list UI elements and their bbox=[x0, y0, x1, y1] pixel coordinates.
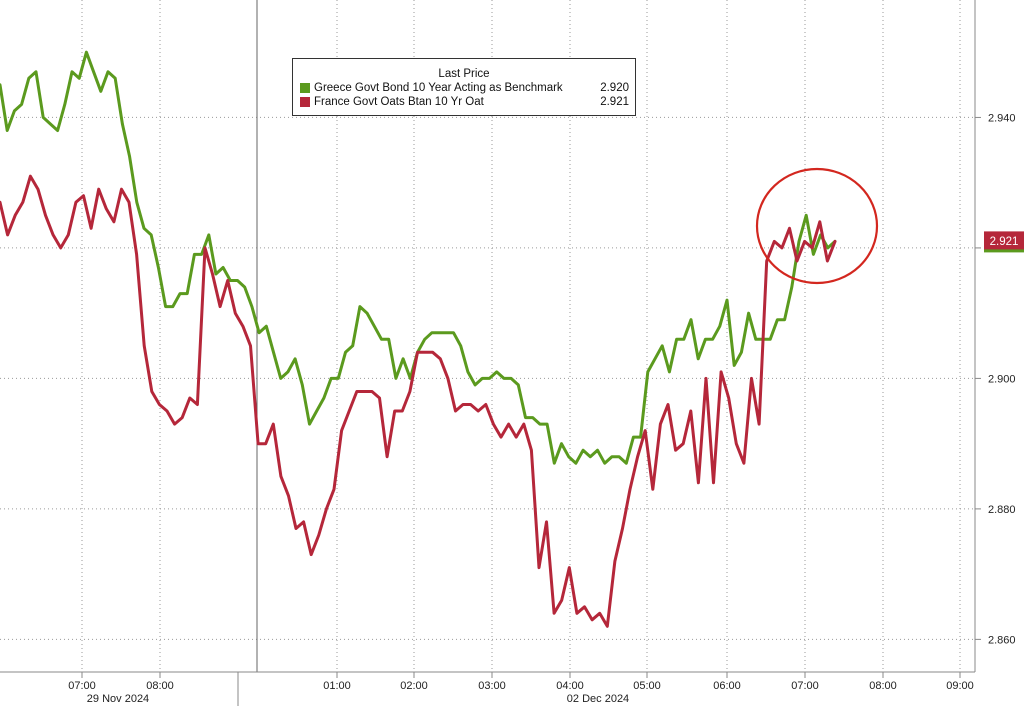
x-tick-label: 06:00 bbox=[713, 680, 741, 692]
legend-swatch-greece bbox=[300, 83, 310, 93]
legend-title: Last Price bbox=[438, 68, 490, 80]
legend-label-greece: Greece Govt Bond 10 Year Acting as Bench… bbox=[314, 82, 563, 94]
y-tick-label: 2.880 bbox=[988, 504, 1016, 516]
y-tick-label: 2.900 bbox=[988, 373, 1016, 385]
x-tick-label: 05:00 bbox=[633, 680, 661, 692]
highlight-circle bbox=[755, 167, 879, 285]
x-tick-label: 08:00 bbox=[869, 680, 897, 692]
series-lines bbox=[0, 50, 837, 628]
legend-entry-france: France Govt Oats Btan 10 Yr Oat 2.921 bbox=[293, 95, 635, 109]
y-tick-label: 2.940 bbox=[988, 112, 1016, 124]
current-value-label: 2.921 bbox=[990, 236, 1019, 248]
annotations: 2.921 bbox=[755, 167, 1024, 285]
france-value-badge bbox=[984, 231, 1024, 250]
date-label: 29 Nov 2024 bbox=[87, 693, 149, 705]
y-tick-label: 2.860 bbox=[988, 634, 1016, 646]
x-tick-label: 07:00 bbox=[791, 680, 819, 692]
france-series-line bbox=[0, 174, 837, 628]
legend-swatch-france bbox=[300, 97, 310, 107]
x-tick-label: 07:00 bbox=[68, 680, 96, 692]
legend-value-greece: 2.920 bbox=[600, 82, 629, 94]
x-tick-label: 01:00 bbox=[323, 680, 351, 692]
x-tick-label: 03:00 bbox=[478, 680, 506, 692]
legend-entry-greece: Greece Govt Bond 10 Year Acting as Bench… bbox=[293, 81, 635, 95]
legend-label-france: France Govt Oats Btan 10 Yr Oat bbox=[314, 96, 484, 108]
legend-value-france: 2.921 bbox=[600, 96, 629, 108]
x-tick-label: 09:00 bbox=[946, 680, 974, 692]
date-label: 02 Dec 2024 bbox=[567, 693, 629, 705]
x-tick-label: 02:00 bbox=[400, 680, 428, 692]
x-tick-label: 08:00 bbox=[146, 680, 174, 692]
legend: Last Price Greece Govt Bond 10 Year Acti… bbox=[292, 58, 636, 116]
x-tick-label: 04:00 bbox=[556, 680, 584, 692]
